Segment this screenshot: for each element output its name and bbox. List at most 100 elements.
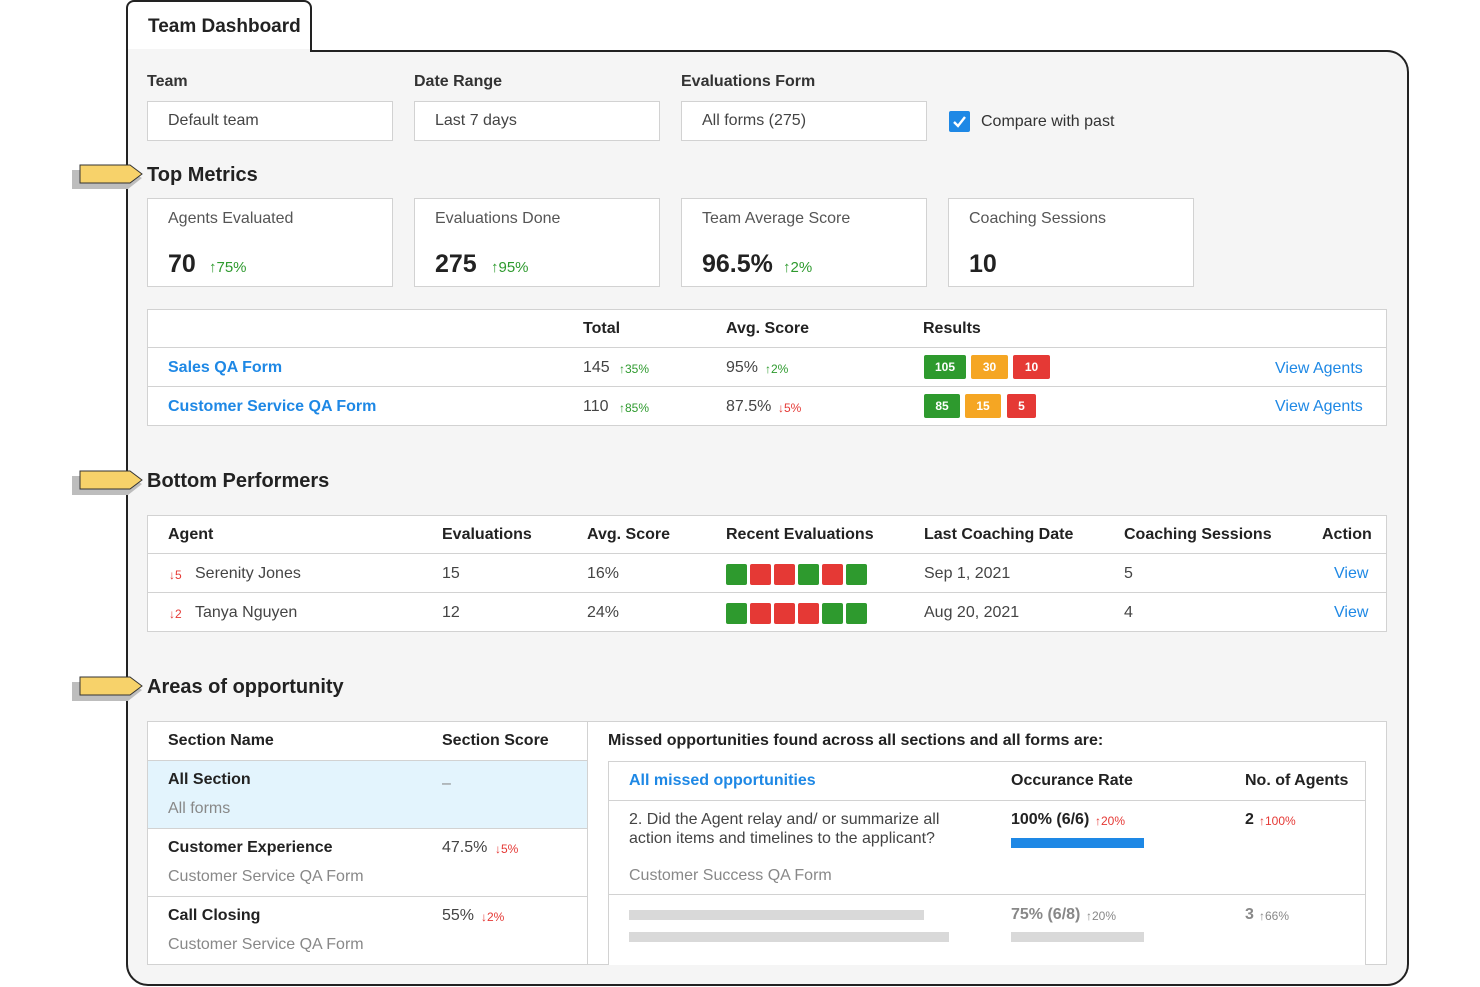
form-total: 145	[583, 359, 610, 376]
result-badge-pass: 85	[924, 394, 960, 418]
recent-eval-pass	[846, 603, 867, 624]
rank-change: ↓5	[169, 568, 182, 582]
form-link-sales-qa[interactable]: Sales QA Form	[168, 359, 283, 376]
metric-card-evaluations-done: Evaluations Done 275 ↑95%	[414, 198, 660, 287]
recent-eval-fail	[750, 564, 771, 585]
section-name[interactable]: Call Closing	[168, 907, 261, 924]
col-coaching-sessions: Coaching Sessions	[1124, 526, 1272, 543]
recent-eval-fail	[798, 603, 819, 624]
recent-eval-pass	[798, 564, 819, 585]
evaluations-form-select[interactable]: All forms (275)	[681, 101, 927, 141]
compare-with-past-checkbox[interactable]	[949, 111, 970, 132]
section-form: Customer Service QA Form	[168, 868, 364, 885]
placeholder-question-line	[629, 910, 924, 920]
form-avg: 87.5%	[726, 398, 772, 415]
last-coaching-date: Aug 20, 2021	[924, 604, 1020, 621]
recent-eval-pass	[726, 603, 747, 624]
col-recent-evaluations: Recent Evaluations	[726, 526, 874, 543]
metric-title: Evaluations Done	[435, 210, 561, 227]
occurance-rate-delta: ↑20%	[1095, 814, 1126, 828]
occurance-rate-delta: ↑20%	[1086, 909, 1117, 923]
section-pointer-icon	[72, 164, 143, 189]
col-section-name: Section Name	[168, 732, 274, 749]
section-form: All forms	[168, 800, 231, 817]
view-agent-link[interactable]: View	[1334, 565, 1369, 582]
form-avg-delta: ↓5%	[778, 401, 802, 415]
missed-opportunities-heading: Missed opportunities found across all se…	[608, 732, 1104, 749]
section-score-delta: ↓5%	[495, 842, 519, 856]
agent-evaluations: 12	[442, 604, 460, 621]
occurance-rate-bar	[1011, 932, 1144, 942]
date-range-select[interactable]: Last 7 days	[414, 101, 660, 141]
coaching-sessions: 4	[1124, 604, 1133, 621]
view-agent-link[interactable]: View	[1334, 604, 1369, 621]
section-score: 55%	[442, 907, 475, 924]
view-agents-link[interactable]: View Agents	[1275, 360, 1363, 377]
missed-opportunities-table	[608, 761, 1366, 965]
col-section-score: Section Score	[442, 732, 549, 749]
section-name[interactable]: Customer Experience	[168, 839, 333, 856]
divider	[148, 386, 1386, 387]
metric-title: Coaching Sessions	[969, 210, 1106, 227]
compare-with-past-label[interactable]: Compare with past	[981, 113, 1115, 130]
form-link-customer-service-qa[interactable]: Customer Service QA Form	[168, 398, 377, 415]
metric-value: 96.5%	[702, 250, 773, 278]
coaching-sessions: 5	[1124, 565, 1133, 582]
section-row-selected[interactable]	[148, 761, 587, 828]
section-form: Customer Service QA Form	[168, 936, 364, 953]
divider	[148, 896, 587, 897]
section-score: –	[442, 775, 451, 792]
col-results: Results	[923, 320, 981, 337]
metric-card-coaching-sessions: Coaching Sessions 10	[948, 198, 1194, 287]
section-pointer-icon	[72, 676, 143, 701]
rank-change: ↓2	[169, 607, 182, 621]
result-badge-partial: 30	[971, 355, 1008, 379]
divider	[148, 760, 587, 761]
recent-eval-pass	[822, 603, 843, 624]
date-range-label: Date Range	[414, 73, 503, 90]
col-avg-score: Avg. Score	[726, 320, 809, 337]
checkmark-icon	[953, 116, 966, 128]
metric-delta: ↑2%	[783, 259, 813, 276]
metric-card-team-average-score: Team Average Score 96.5% ↑2%	[681, 198, 927, 287]
agent-name: Serenity Jones	[195, 565, 301, 582]
recent-eval-pass	[846, 564, 867, 585]
evaluations-form-label: Evaluations Form	[681, 73, 816, 90]
col-avg-score: Avg. Score	[587, 526, 670, 543]
tab-team-dashboard[interactable]: Team Dashboard	[126, 0, 312, 52]
no-of-agents-delta: ↑66%	[1259, 909, 1290, 923]
top-metrics-title: Top Metrics	[147, 164, 258, 186]
tab-joint	[128, 49, 310, 53]
section-name[interactable]: All Section	[168, 771, 251, 788]
divider	[148, 347, 1386, 348]
view-agents-link[interactable]: View Agents	[1275, 398, 1363, 415]
section-score-delta: ↓2%	[481, 910, 505, 924]
team-filter-label: Team	[147, 73, 188, 90]
metric-title: Team Average Score	[702, 210, 851, 227]
recent-eval-fail	[774, 603, 795, 624]
col-total: Total	[583, 320, 621, 337]
col-action: Action	[1322, 526, 1372, 543]
metric-value: 70	[168, 250, 196, 278]
section-score: 47.5%	[442, 839, 488, 856]
result-badge-pass: 105	[924, 355, 966, 379]
col-no-of-agents: No. of Agents	[1245, 772, 1349, 789]
col-last-coaching-date: Last Coaching Date	[924, 526, 1074, 543]
divider	[609, 894, 1365, 895]
form-avg: 95%	[726, 359, 759, 376]
occurance-rate: 75% (6/8)	[1011, 906, 1081, 923]
missed-question-line-2: action items and timelines to the applic…	[629, 830, 935, 847]
bottom-performers-title: Bottom Performers	[147, 470, 330, 492]
team-select[interactable]: Default team	[147, 101, 393, 141]
occurance-rate: 100% (6/6)	[1011, 811, 1090, 828]
all-missed-opportunities-link[interactable]: All missed opportunities	[629, 772, 816, 789]
recent-eval-fail	[822, 564, 843, 585]
tab-title: Team Dashboard	[148, 16, 301, 37]
recent-eval-fail	[774, 564, 795, 585]
metric-card-agents-evaluated: Agents Evaluated 70 ↑75%	[147, 198, 393, 287]
result-badge-fail: 5	[1007, 394, 1036, 418]
no-of-agents: 3	[1245, 906, 1254, 923]
result-badge-fail: 10	[1013, 355, 1050, 379]
divider	[609, 800, 1365, 801]
result-badge-partial: 15	[965, 394, 1001, 418]
